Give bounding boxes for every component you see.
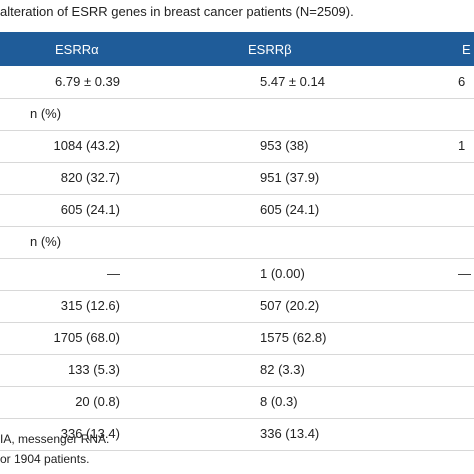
cell-esrr-alpha: n (%) [30,106,62,121]
cell-esrr-beta: 82 (3.3) [260,362,305,377]
table-row: 1084 (43.2) 953 (38) 1 [0,130,474,163]
cell-esrr-beta: 1575 (62.8) [260,330,327,345]
cell-esrr-alpha: n (%) [30,234,62,249]
cell-esrr-beta: 336 (13.4) [260,426,320,441]
cell-esrr-alpha: 336 (13.4) [60,426,120,441]
footnote-1: IA, messenger RNA. [0,432,110,446]
table-row: 605 (24.1) 605 (24.1) [0,194,474,227]
cell-esrr-beta: 8 (0.3) [260,394,298,409]
table-row: — 1 (0.00) — [0,258,474,291]
cell-esrr-alpha: — [107,266,120,281]
cell-esrr-beta: 507 (20.2) [260,298,320,313]
header-esrr-beta: ESRRβ [248,42,292,57]
cell-esrr-beta: 953 (38) [260,138,309,153]
table-row: 336 (13.4) 336 (13.4) [0,418,474,451]
table-row: 1705 (68.0) 1575 (62.8) [0,322,474,355]
cell-esrr-alpha: 605 (24.1) [60,202,120,217]
table-row: 6.79 ± 0.39 5.47 ± 0.14 6 [0,66,474,99]
cell-esrr-alpha: 20 (0.8) [75,394,120,409]
cell-esrr-alpha: 315 (12.6) [60,298,120,313]
cell-esrr-gamma: 6 [458,74,466,89]
cell-esrr-beta: 5.47 ± 0.14 [260,74,325,89]
cell-esrr-beta: 605 (24.1) [260,202,320,217]
cell-esrr-alpha: 6.79 ± 0.39 [55,74,120,89]
cell-esrr-alpha: 820 (32.7) [60,170,120,185]
header-esrr-gamma: E [462,42,471,57]
table-row: n (%) [0,226,474,259]
cell-esrr-alpha: 133 (5.3) [67,362,120,377]
table-row: 820 (32.7) 951 (37.9) [0,162,474,195]
table-row: 133 (5.3) 82 (3.3) [0,354,474,387]
cell-esrr-alpha: 1084 (43.2) [53,138,121,153]
cell-esrr-alpha: 1705 (68.0) [53,330,121,345]
table-row: 315 (12.6) 507 (20.2) [0,290,474,323]
header-esrr-alpha: ESRRα [55,42,99,57]
table-row: n (%) [0,98,474,131]
footnote-2: or 1904 patients. [0,452,90,466]
cell-esrr-gamma: — [458,266,471,281]
table-header [0,32,474,66]
cell-esrr-beta: 1 (0.00) [260,266,305,281]
cell-esrr-beta: 951 (37.9) [260,170,320,185]
table-caption: alteration of ESRR genes in breast cance… [0,4,354,19]
cell-esrr-gamma: 1 [458,138,466,153]
table-row: 20 (0.8) 8 (0.3) [0,386,474,419]
